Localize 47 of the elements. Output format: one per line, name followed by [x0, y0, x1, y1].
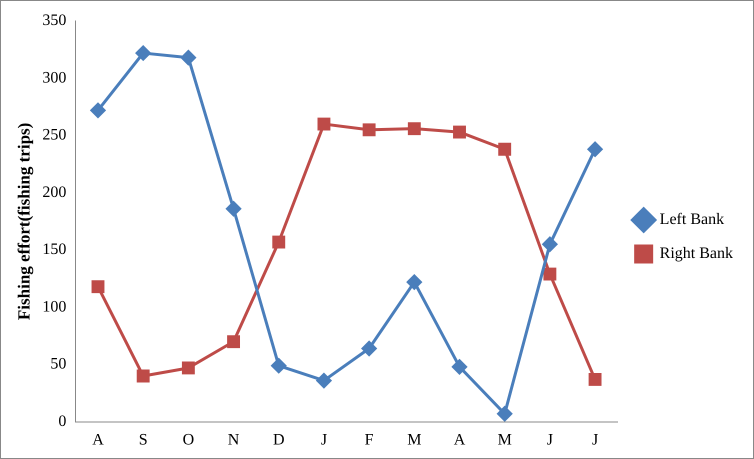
point — [180, 50, 196, 66]
x-tick-label: A — [92, 432, 104, 449]
point — [588, 142, 603, 157]
point — [543, 268, 556, 281]
y-tick-label: 150 — [42, 241, 66, 258]
point — [92, 280, 104, 294]
point — [317, 118, 330, 131]
point — [90, 102, 106, 118]
x-tick-label: J — [320, 432, 328, 449]
y-tick-label: 350 — [42, 12, 66, 30]
point — [136, 370, 150, 382]
point — [271, 358, 286, 374]
legend-label: Left Bank — [660, 211, 724, 228]
legend-label: Right Bank — [660, 245, 734, 262]
point — [406, 274, 422, 290]
point — [452, 359, 468, 374]
point — [542, 236, 558, 252]
y-tick-label: 200 — [42, 184, 66, 201]
point — [453, 126, 466, 139]
x-tick-label: D — [272, 432, 285, 449]
x-tick-label: F — [364, 432, 374, 449]
point — [497, 406, 512, 422]
x-tick-label: O — [182, 432, 194, 449]
point — [408, 122, 421, 136]
point — [588, 372, 602, 386]
point — [498, 142, 512, 156]
x-tick-label: J — [546, 432, 553, 449]
point — [316, 373, 332, 388]
y-tick-label: 250 — [42, 126, 66, 144]
y-tick-label: 300 — [42, 69, 66, 86]
x-tick-label: N — [228, 432, 240, 449]
y-tick-label: 100 — [42, 298, 66, 316]
y-tick-label: 0 — [58, 413, 66, 430]
point — [272, 236, 286, 248]
x-tick-label: J — [592, 432, 598, 449]
point — [136, 46, 151, 61]
point — [182, 362, 195, 374]
point — [226, 201, 242, 216]
point — [227, 335, 240, 348]
y-tick-label: 50 — [50, 356, 66, 373]
x-tick-label: M — [498, 432, 512, 449]
point — [362, 123, 376, 136]
x-tick-label: S — [138, 432, 148, 449]
y-axis-title: Fishing effort(fishing trips) — [14, 122, 34, 320]
x-tick-label: M — [407, 432, 422, 449]
point — [362, 341, 377, 356]
x-tick-label: A — [454, 432, 466, 449]
